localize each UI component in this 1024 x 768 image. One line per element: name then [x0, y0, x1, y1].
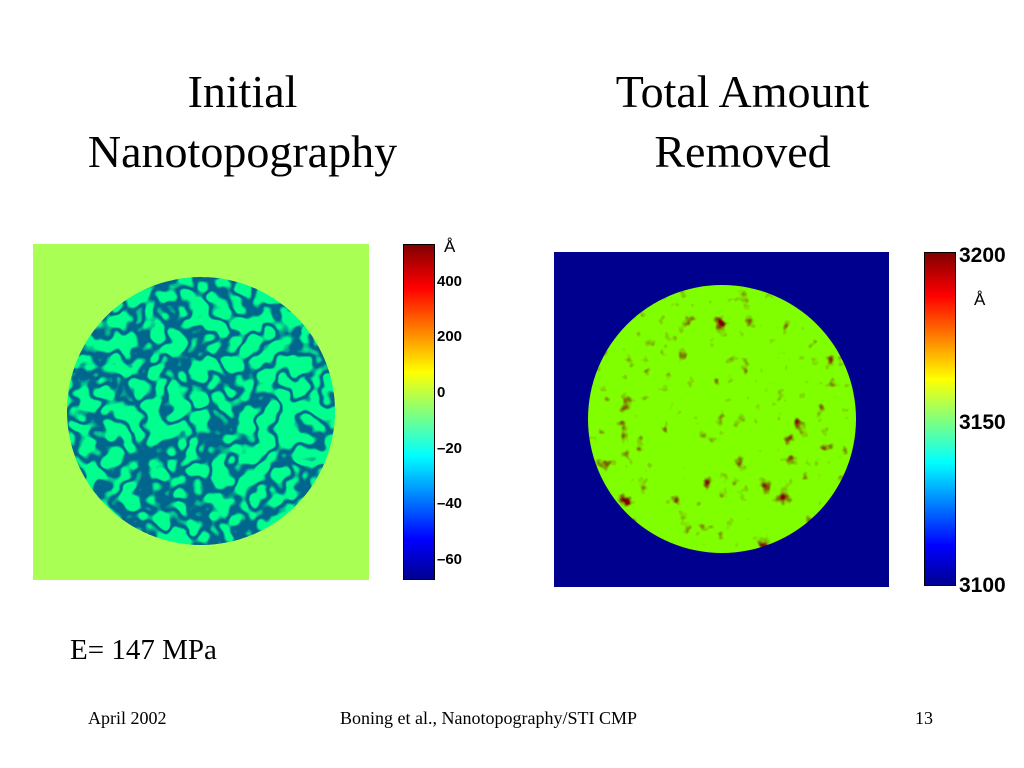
left-tick-200: 200	[437, 328, 463, 345]
right-tick-3100: 3100	[959, 574, 1006, 597]
footer-citation: Boning et al., Nanotopography/STI CMP	[340, 708, 637, 728]
title-left-line-2: Nanotopography	[87, 126, 398, 177]
initial-nanotopography-map	[33, 244, 369, 580]
footer-date: April 2002	[88, 708, 167, 728]
total-removed-map	[554, 252, 889, 587]
left-tick-0: 0	[437, 384, 446, 401]
left-tick-minus20: –20	[437, 440, 463, 457]
initial-colorbar	[403, 244, 435, 585]
left-tick-minus40: –40	[437, 495, 463, 512]
left-unit-label: Å	[444, 237, 456, 256]
title-initial-nanotopography: Initial Nanotopography	[40, 62, 445, 182]
title-total-amount-removed: Total Amount Removed	[565, 62, 920, 182]
modulus-label: E= 147 MPa	[70, 634, 217, 666]
left-tick-400: 400	[437, 273, 463, 290]
title-right-line-1: Total Amount	[615, 66, 870, 117]
right-unit-label: Å	[974, 290, 986, 309]
right-tick-3200: 3200	[959, 244, 1006, 267]
right-tick-3150: 3150	[959, 411, 1006, 434]
removed-colorbar	[924, 252, 956, 591]
left-tick-minus60: –60	[437, 551, 463, 568]
footer-page-number: 13	[915, 708, 933, 728]
title-right-line-2: Removed	[654, 126, 831, 177]
title-left-line-1: Initial	[187, 66, 298, 117]
